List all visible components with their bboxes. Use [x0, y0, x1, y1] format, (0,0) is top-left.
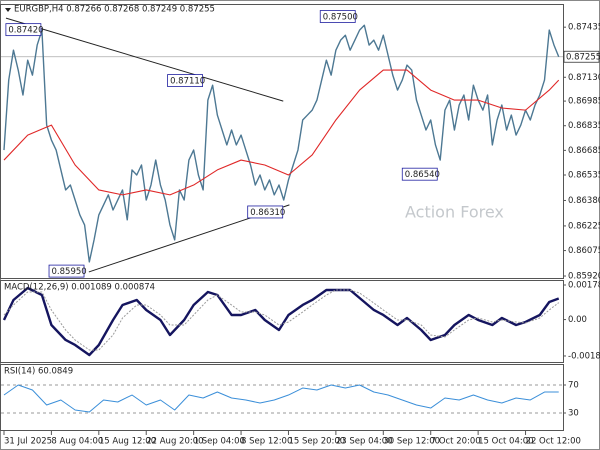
annotation-label: 0.87500 [323, 12, 358, 22]
annotation-box [5, 23, 42, 37]
x-tick-label: 8 Sep 12:00 [241, 437, 292, 447]
y-tick-label: 0.001784 [568, 280, 600, 290]
x-tick-label: 22 Aug 20:00 [146, 437, 203, 447]
x-tick-label: 23 Sep 04:00 [336, 437, 393, 447]
y-tick-label: 0.86225 [568, 221, 600, 231]
y-tick-label: 0.87130 [568, 73, 600, 83]
series-line [3, 384, 559, 413]
annotation-label: 0.87420 [8, 26, 43, 36]
annotation-label: 0.86540 [405, 170, 440, 180]
trend-line [5, 17, 284, 102]
y-tick-label: 70 [568, 381, 579, 391]
menu-triangle [5, 8, 11, 12]
x-tick-label: 1 Sep 04:00 [194, 437, 245, 447]
y-tick-label: 30 [568, 408, 579, 418]
price-panel [0, 4, 564, 279]
last-price-box [563, 50, 600, 63]
annotation-label: 0.87110 [170, 77, 205, 87]
y-tick-label: 0.86835 [568, 121, 600, 131]
x-tick-label: 15 Sep 20:00 [288, 437, 345, 447]
y-tick-label: 0.00 [568, 315, 587, 325]
annotation-box [48, 264, 85, 278]
y-tick-label: 0.85920 [568, 272, 600, 282]
rsi-panel [0, 364, 564, 431]
annotation-box [167, 74, 203, 87]
series-line [3, 69, 560, 196]
panel-title: MACD(12,26,9) 0.001089 0.000874 [4, 283, 155, 293]
x-tick-label: 15 Aug 12:00 [99, 437, 156, 447]
y-tick-label: -0.001879 [568, 351, 600, 361]
y-tick-label: 0.86075 [568, 246, 600, 256]
y-tick-label: 0.86380 [568, 196, 600, 206]
annotation-box [319, 10, 356, 23]
series-line [3, 289, 560, 351]
x-tick-label: 15 Oct 04:00 [478, 437, 533, 447]
y-tick-label: 0.86535 [568, 171, 600, 181]
annotation-label: 0.86310 [250, 208, 285, 218]
x-tick-label: 8 Aug 04:00 [51, 437, 103, 447]
panel-title: EURGBP,H4 0.87266 0.87268 0.87249 0.8725… [14, 5, 215, 15]
x-tick-label: 30 Sep 12:00 [383, 437, 440, 447]
x-tick-label: 7 Oct 20:00 [431, 437, 481, 447]
series-line [3, 24, 560, 263]
annotation-box [401, 167, 438, 181]
y-tick-label: 0.87435 [568, 23, 600, 33]
y-tick-label: 0.86985 [568, 97, 600, 107]
last-price-label: 0.87255 [566, 53, 600, 63]
watermark: Action Forex [405, 203, 504, 222]
series-line [2, 286, 560, 357]
y-tick-label: 0.86685 [568, 146, 600, 156]
annotation-box [247, 205, 284, 219]
macd-panel [0, 280, 564, 363]
annotation-label: 0.85950 [52, 267, 87, 277]
x-tick-label: 31 Jul 2025 [4, 437, 52, 447]
x-tick-label: 22 Oct 12:00 [526, 437, 581, 447]
panel-title: RSI(14) 60.0849 [4, 367, 73, 377]
